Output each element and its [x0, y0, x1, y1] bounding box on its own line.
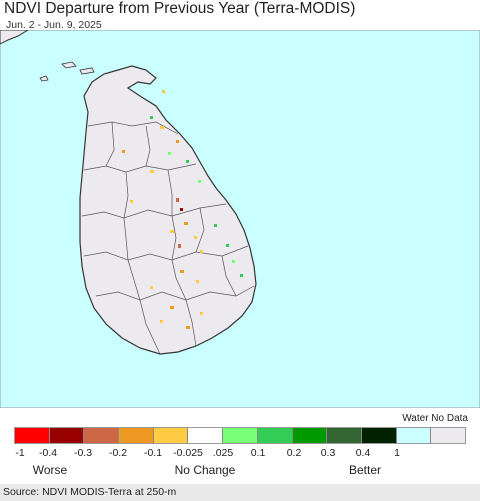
legend-swatch: [49, 428, 85, 443]
nodata-legend-label: Water No Data: [402, 413, 468, 424]
island: [39, 75, 49, 82]
ndvi-anomalies: [122, 90, 243, 329]
legend-swatch: [119, 428, 154, 443]
legend-tick: -1: [15, 447, 25, 459]
date-range: Jun. 2 - Jun. 9, 2025: [6, 19, 102, 31]
legend-swatch: [327, 428, 362, 443]
legend-swatch: [361, 428, 397, 443]
legend-no-change-label: No Change: [174, 463, 236, 477]
legend-swatch: [188, 428, 224, 443]
legend-swatch: [292, 428, 328, 443]
ocean: [0, 30, 480, 408]
legend-better-label: Better: [348, 463, 382, 477]
legend-swatch: [84, 428, 120, 443]
legend-tick: 0.4: [355, 447, 371, 459]
legend-worse-label: Worse: [32, 463, 68, 477]
legend-tick: -0.1: [143, 447, 163, 459]
legend-tick: 0.3: [320, 447, 336, 459]
legend-tick: 0.1: [250, 447, 266, 459]
legend-tick: 1: [394, 447, 400, 459]
island: [79, 67, 95, 75]
legend-tick: 0.2: [286, 447, 302, 459]
ndvi-map: [0, 30, 480, 408]
district-boundaries: [81, 121, 255, 355]
island: [61, 61, 77, 69]
legend-tick: -0.025: [173, 447, 203, 459]
legend-tick: -0.4: [38, 447, 58, 459]
india-landmass: [0, 30, 29, 45]
legend-swatch: [431, 428, 465, 443]
source-footer: Source: NDVI MODIS-Terra at 250-m: [0, 484, 480, 501]
sri-lanka-landmass: [79, 65, 257, 355]
legend-swatch: [153, 428, 189, 443]
legend-swatch: [396, 428, 432, 443]
legend-tick: -0.2: [108, 447, 128, 459]
legend-swatch: [15, 428, 50, 443]
legend-swatch: [257, 428, 293, 443]
legend-tick: -0.3: [73, 447, 93, 459]
legend-tick: .025: [212, 447, 234, 459]
map-title: NDVI Departure from Previous Year (Terra…: [4, 0, 356, 17]
legend-swatch: [223, 428, 258, 443]
color-legend: [14, 427, 466, 444]
